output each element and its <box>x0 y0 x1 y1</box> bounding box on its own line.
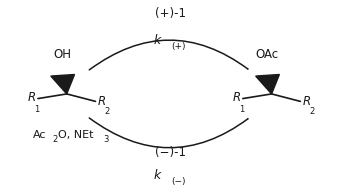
Text: (+)-1: (+)-1 <box>154 7 186 20</box>
Text: 1: 1 <box>239 105 244 114</box>
Text: 1: 1 <box>34 105 39 114</box>
Text: (−): (−) <box>171 177 186 186</box>
Text: 2: 2 <box>52 135 58 144</box>
Text: $k$: $k$ <box>153 168 163 182</box>
Text: 3: 3 <box>103 135 109 144</box>
Text: OAc: OAc <box>255 48 278 61</box>
FancyArrowPatch shape <box>89 40 248 70</box>
Text: 2: 2 <box>310 107 315 116</box>
Text: (−)-1: (−)-1 <box>154 146 186 159</box>
FancyArrowPatch shape <box>89 118 248 148</box>
Text: $R$: $R$ <box>302 95 311 108</box>
Text: $R$: $R$ <box>232 91 241 104</box>
Text: $k$: $k$ <box>153 33 163 47</box>
Text: OH: OH <box>53 48 71 61</box>
Text: Ac: Ac <box>33 130 46 140</box>
Text: (+): (+) <box>171 42 186 51</box>
Text: O, NEt: O, NEt <box>58 130 94 140</box>
Text: 2: 2 <box>105 107 110 116</box>
Text: $R$: $R$ <box>27 91 36 104</box>
Text: $R$: $R$ <box>97 95 106 108</box>
Polygon shape <box>51 74 74 94</box>
Polygon shape <box>256 74 279 94</box>
